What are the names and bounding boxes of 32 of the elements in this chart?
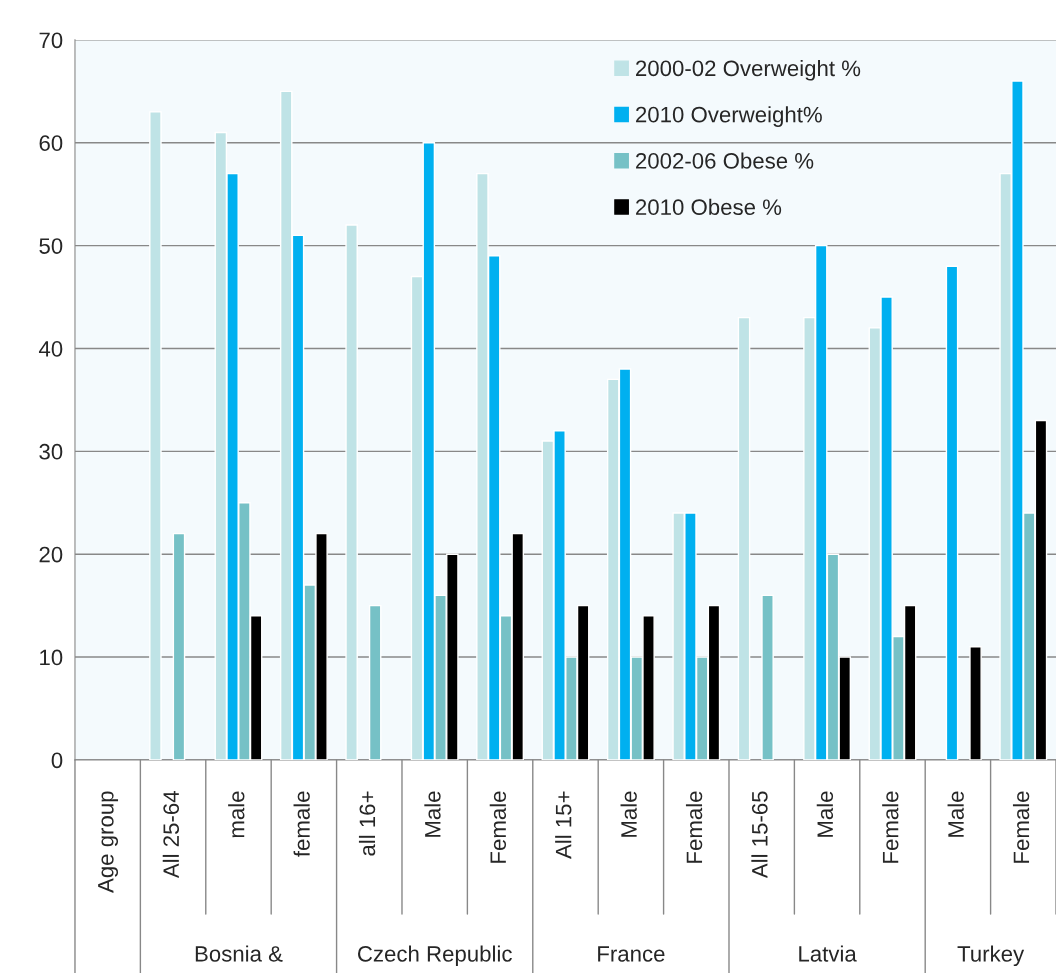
x-tick-label: Age group (98, 791, 119, 893)
x-tick-label: Male (947, 791, 964, 837)
y-tick-label: 30 (39, 443, 63, 460)
x-tick-label: Male (816, 791, 834, 837)
x-tick-label: all 16+ (358, 791, 376, 856)
y-tick-label: 20 (39, 546, 63, 563)
text: France (598, 946, 665, 962)
y-tick-label: 60 (39, 135, 63, 152)
x-tick-label: All 15-65 (751, 791, 768, 879)
legend-label: 2010 Obese % (636, 198, 782, 216)
x-tick-label: male (228, 791, 245, 838)
x-tick-label: Female (1012, 791, 1030, 863)
text: Turkey (957, 945, 1025, 967)
x-tick-label: Male (620, 791, 637, 837)
legend-label: 2002-06 Obese % (636, 152, 814, 169)
x-tick-label: female (293, 791, 310, 857)
y-tick-label: 0 (51, 752, 63, 769)
x-tick-label: Male (424, 791, 441, 837)
y-tick-label: 50 (39, 238, 63, 254)
x-tick-label: Female (489, 791, 507, 863)
legend-label: 2010 Overweight% (636, 106, 822, 127)
y-tick-label: 40 (38, 341, 63, 357)
x-tick-label: Female (685, 791, 703, 863)
text: Czech Republic (358, 945, 512, 967)
text: Latvia (799, 945, 857, 962)
x-tick-label: Female (882, 791, 899, 863)
legend-label: 2000-02 Overweight % (636, 59, 861, 81)
y-tick-label: 10 (40, 649, 63, 666)
text: Bosnia & (195, 945, 283, 962)
x-tick-label: All 15+ (555, 791, 572, 859)
x-tick-label: All 25-64 (162, 791, 180, 879)
y-tick-label: 70 (39, 32, 63, 49)
